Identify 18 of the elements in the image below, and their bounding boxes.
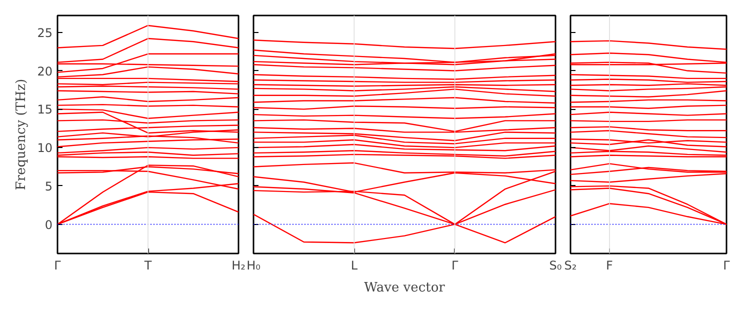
x-tick-label: Γ <box>723 258 730 272</box>
x-axis-title: Wave vector <box>364 280 446 296</box>
y-tick-label: 10 <box>37 141 53 156</box>
y-tick-label: 20 <box>37 64 53 78</box>
x-tick-label: Γ <box>54 258 62 272</box>
x-tick-label: H₂ <box>232 258 246 272</box>
x-tick-label: S₂ <box>564 258 577 272</box>
x-tick-label: H₀ <box>246 258 261 272</box>
x-tick-label: Γ <box>451 258 458 272</box>
y-tick-label: 25 <box>37 26 53 40</box>
x-tick-label: S₀ <box>549 258 562 272</box>
x-tick-label: T <box>143 258 152 272</box>
y-axis-title: Frequency (THz) <box>14 78 30 190</box>
y-tick-label: 0 <box>44 218 53 232</box>
y-tick-label: 5 <box>44 179 53 194</box>
x-tick-label: F <box>606 258 614 272</box>
x-tick-label: L <box>350 258 358 272</box>
y-tick-label: 15 <box>37 102 53 117</box>
